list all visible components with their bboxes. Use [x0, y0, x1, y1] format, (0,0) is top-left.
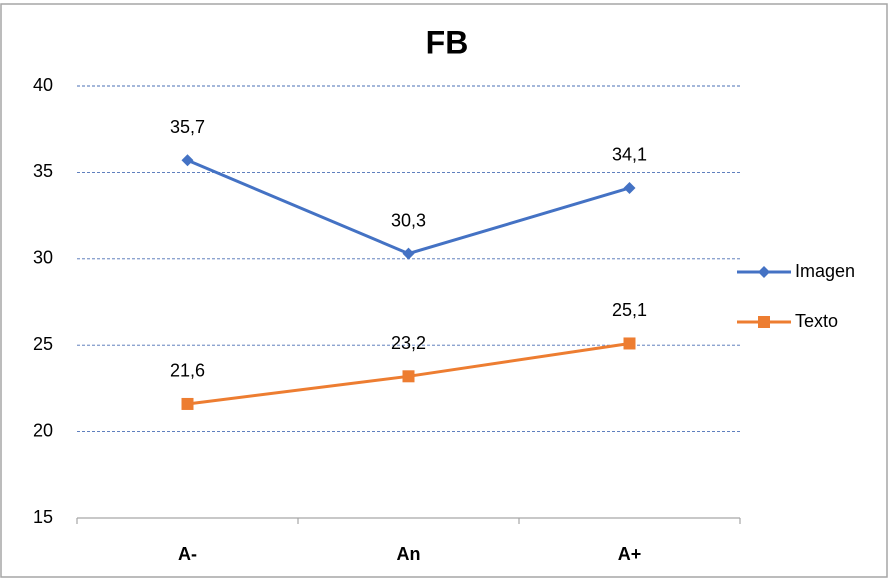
data-point	[402, 370, 415, 383]
data-label: 25,1	[612, 300, 647, 320]
y-tick-label: 40	[33, 75, 53, 95]
y-tick-label: 25	[33, 334, 53, 354]
x-tick-label: A-	[178, 544, 197, 564]
y-tick-label: 20	[33, 420, 53, 440]
data-point	[181, 154, 194, 167]
data-point	[402, 247, 415, 260]
data-point	[623, 181, 636, 194]
data-label: 34,1	[612, 145, 647, 165]
data-label: 23,2	[391, 333, 426, 353]
x-tick-label: A+	[618, 544, 642, 564]
data-point	[181, 397, 194, 410]
y-tick-label: 35	[33, 161, 53, 181]
legend-label: Imagen	[795, 261, 855, 281]
chart-border	[0, 3, 888, 578]
chart-title: FB	[426, 24, 469, 60]
legend-marker	[758, 266, 770, 278]
y-tick-label: 15	[33, 507, 53, 527]
legend-label: Texto	[795, 311, 838, 331]
x-tick-label: An	[397, 544, 421, 564]
legend-marker	[758, 316, 770, 328]
data-label: 21,6	[170, 361, 205, 381]
data-label: 30,3	[391, 210, 426, 230]
data-point	[623, 337, 636, 350]
y-tick-label: 30	[33, 248, 53, 268]
data-label: 35,7	[170, 117, 205, 137]
